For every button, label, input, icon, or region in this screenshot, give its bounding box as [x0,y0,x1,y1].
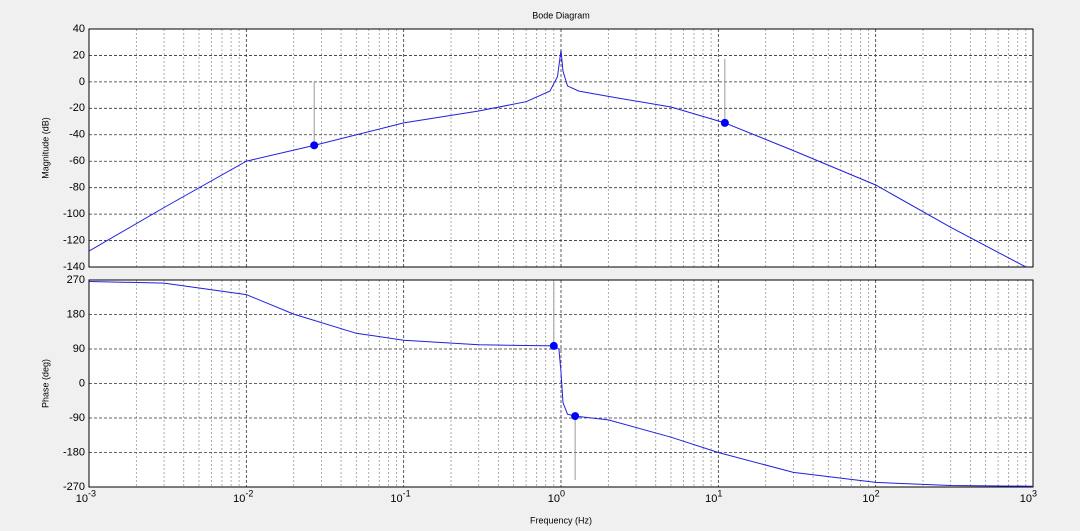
x-tick-label: 10 [705,493,717,505]
y-axis-label: Phase (deg) [40,359,50,408]
y-tick-label: 20 [73,49,85,61]
x-axis-label: Frequency (Hz) [530,515,592,525]
data-line [89,50,1027,267]
x-tick-label: 10 [390,493,402,505]
y-tick-label: -270 [63,481,85,493]
x-tick-exponent: 2 [875,488,880,498]
x-tick-exponent: -3 [88,488,96,498]
y-tick-label: -20 [69,102,85,114]
y-axis-label: Magnitude (dB) [40,117,50,179]
x-tick-exponent: -2 [245,488,253,498]
x-tick-label: 10 [233,493,245,505]
plot-frame [88,28,1034,268]
y-tick-label: -100 [63,208,85,220]
x-tick-label: 10 [548,493,560,505]
x-tick-exponent: 3 [1032,488,1037,498]
y-tick-label: -180 [63,446,85,458]
chart-title: Bode Diagram [532,10,590,20]
data-marker [549,341,558,350]
y-tick-label: 180 [67,308,85,320]
y-tick-label: -40 [69,129,85,141]
y-tick-label: 90 [73,343,85,355]
x-tick-label: 10 [862,493,874,505]
x-tick-label: 10 [1020,493,1032,505]
y-tick-label: -80 [69,182,85,194]
x-tick-exponent: 1 [717,488,722,498]
data-marker [571,412,580,421]
x-tick-exponent: 0 [560,488,565,498]
plot-area [89,29,1033,267]
data-marker [310,141,319,150]
y-tick-label: 270 [67,274,85,286]
x-tick-label: 10 [76,493,88,505]
plot-frame [88,279,1034,488]
y-tick-label: -90 [69,412,85,424]
y-tick-label: -120 [63,234,85,246]
data-marker [720,118,729,127]
data-line [89,281,1033,487]
y-tick-label: -60 [69,155,85,167]
y-tick-label: -140 [63,261,85,273]
y-tick-label: 40 [73,23,85,35]
x-tick-exponent: -1 [403,488,411,498]
y-tick-label: 0 [79,377,85,389]
y-tick-label: 0 [79,76,85,88]
